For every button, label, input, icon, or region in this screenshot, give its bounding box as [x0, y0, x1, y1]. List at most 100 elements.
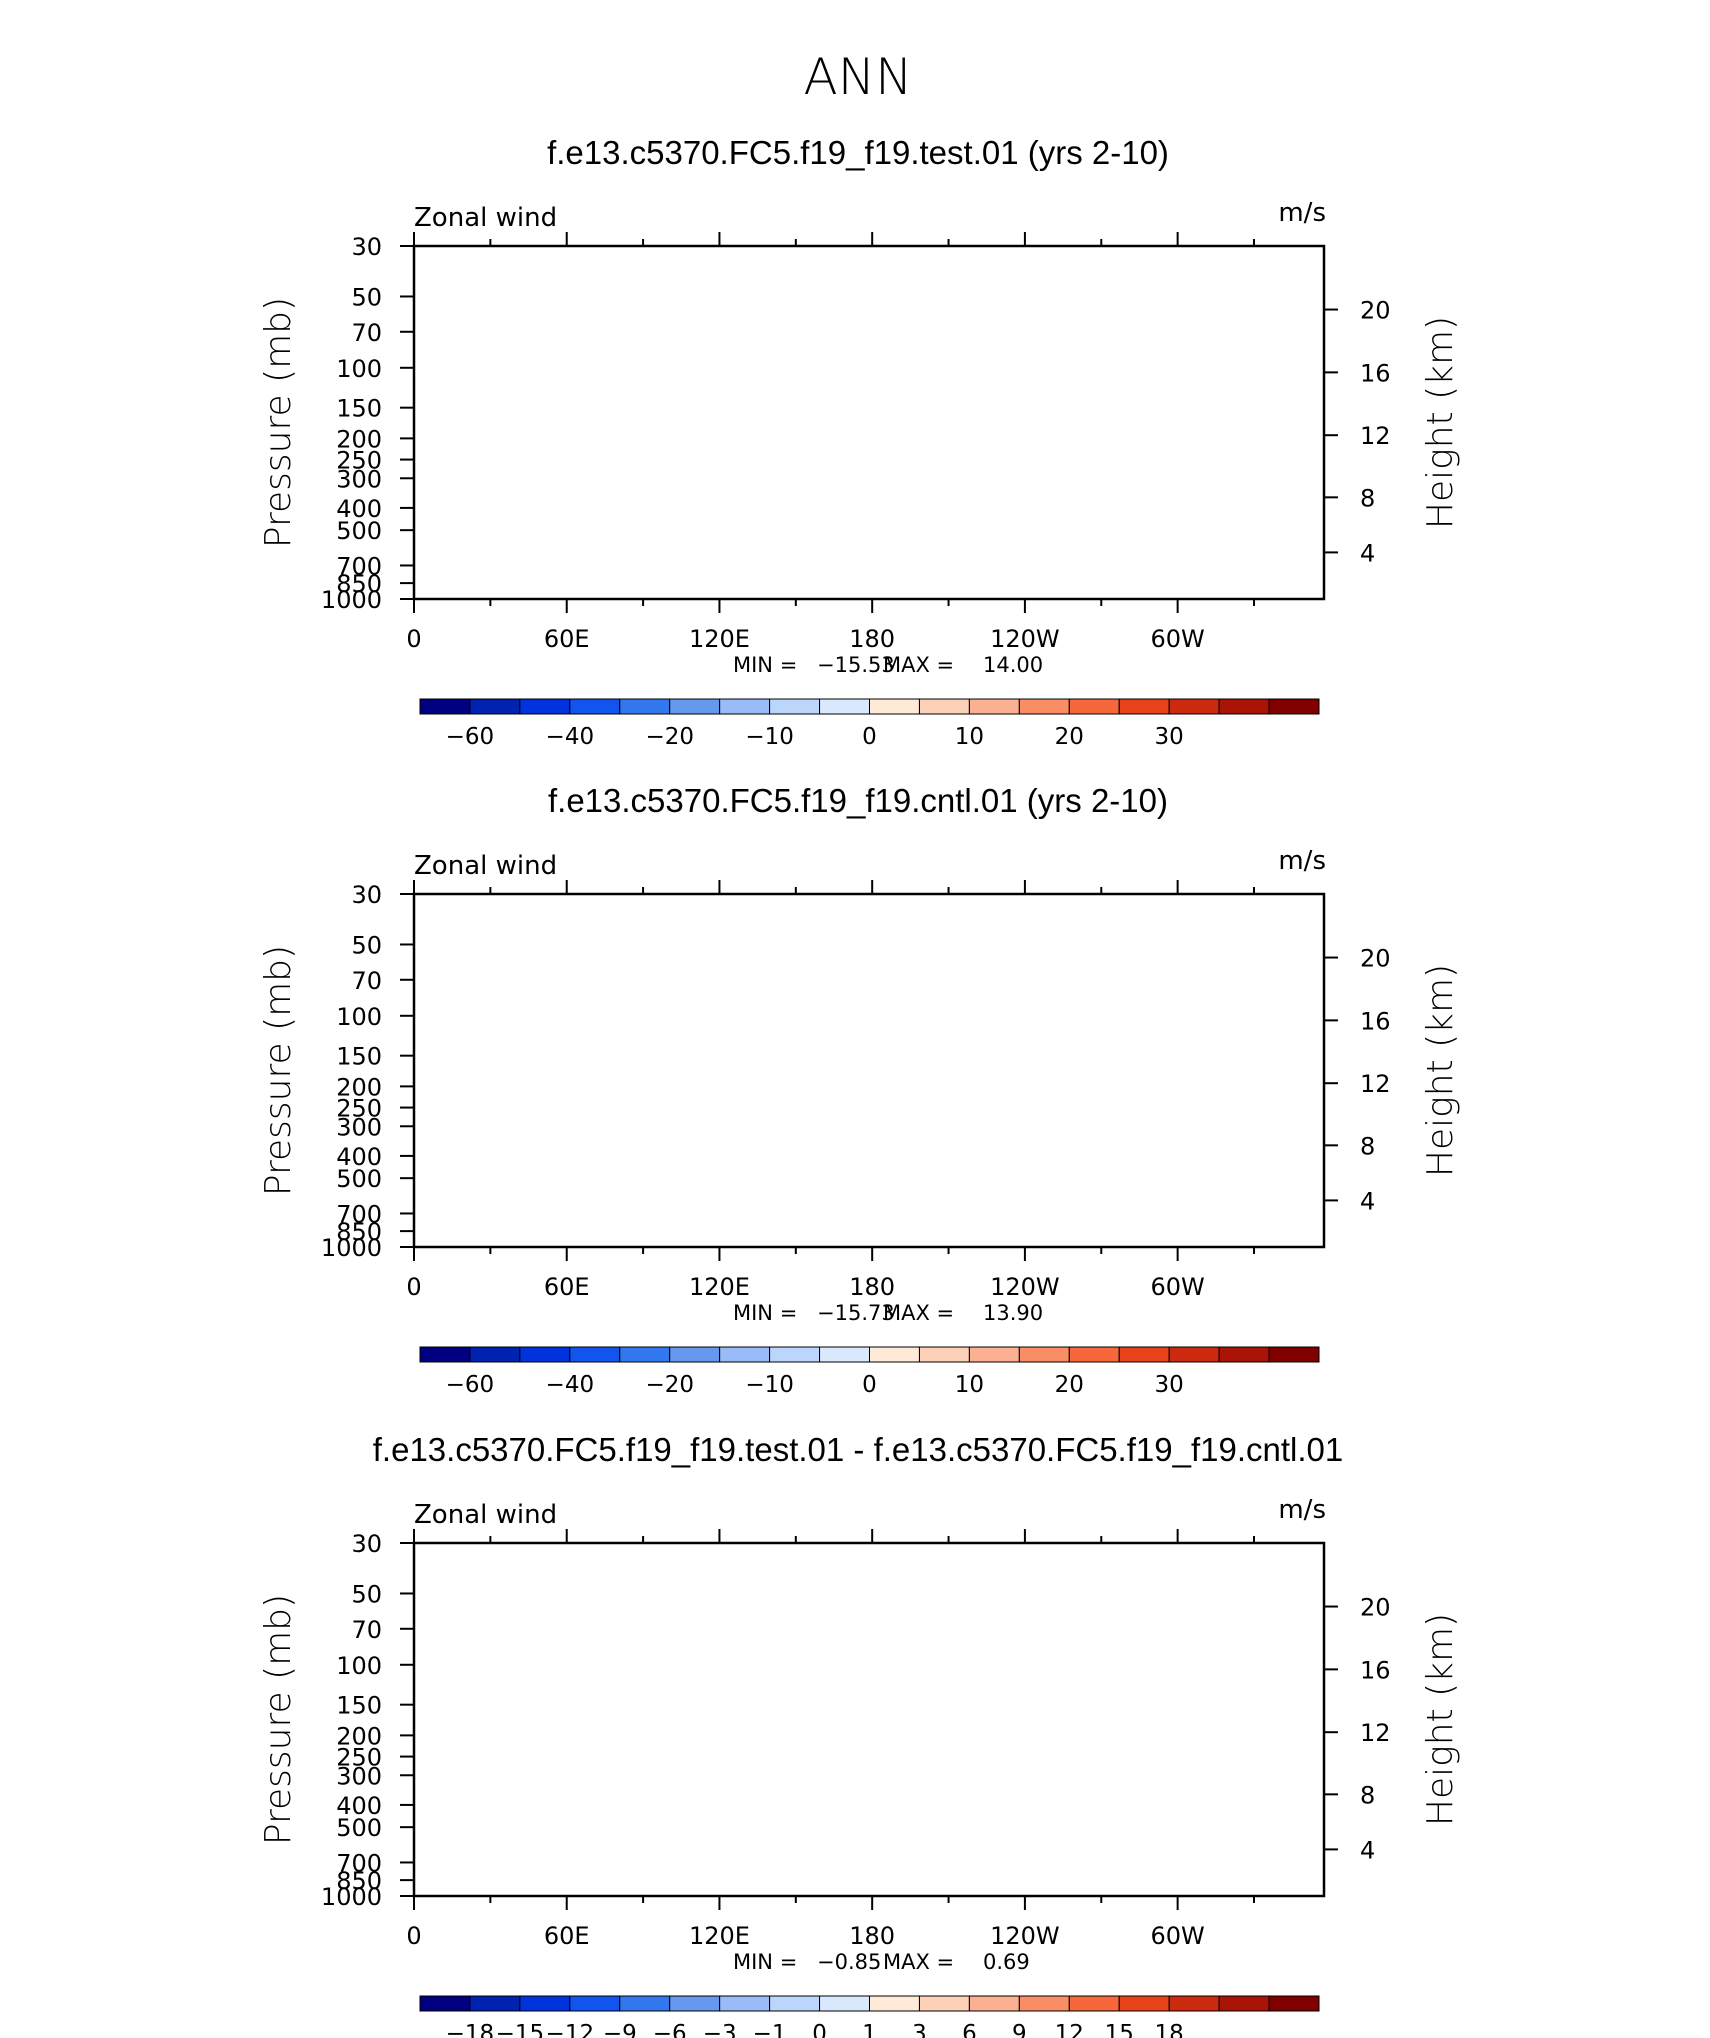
min-label: MIN =	[733, 1301, 797, 1325]
contour-region	[414, 995, 541, 1078]
y-tick-label: 700	[336, 1200, 382, 1228]
contour-region	[915, 573, 1024, 589]
y-tick-label: 1000	[321, 1883, 382, 1911]
contour-region	[878, 1612, 987, 1679]
colorbar-swatch	[1168, 1346, 1220, 1363]
y2-tick-label: 16	[1360, 1656, 1391, 1684]
contour-region	[523, 1164, 751, 1237]
contour-region	[1043, 1606, 1238, 1796]
colorbar-tick-label: 18	[1155, 2021, 1184, 2038]
x-tick-label: 180	[849, 1273, 895, 1301]
colorbar-tick-label: 30	[1155, 1372, 1184, 1398]
colorbar-swatch	[719, 1346, 771, 1363]
colorbar-swatch	[869, 1995, 920, 2012]
y-tick-label: 1000	[321, 586, 382, 614]
y-tick-label: 300	[336, 465, 382, 493]
max-label: MAX =	[883, 653, 954, 677]
x-tick-label: 120W	[990, 1922, 1060, 1950]
x-tick-label: 60E	[544, 1273, 590, 1301]
colorbar-swatch	[819, 1346, 870, 1363]
colorbar-swatch	[419, 698, 471, 715]
contour-region	[414, 894, 1324, 1247]
contour-region	[614, 566, 650, 577]
y-tick-label: 30	[351, 881, 382, 909]
y-tick-label: 200	[336, 1722, 382, 1750]
topography-mark	[496, 590, 523, 602]
x-tick-label: 0	[406, 1273, 421, 1301]
colorbar-tick-label: −10	[745, 1372, 794, 1398]
y-tick-label: 850	[336, 1867, 382, 1895]
colorbar-swatch	[569, 698, 621, 715]
units-label: m/s	[1278, 198, 1326, 228]
y-tick-label: 500	[336, 517, 382, 545]
max-label: MAX =	[883, 1950, 954, 1974]
topography-mark	[496, 1238, 523, 1250]
y-tick-label: 50	[351, 1580, 382, 1608]
x-tick-label: 120W	[990, 625, 1060, 653]
y-tick-label: 700	[336, 552, 382, 580]
colorbar-swatch	[968, 1346, 1020, 1363]
y2-tick-label: 12	[1360, 1070, 1391, 1098]
y-tick-label: 500	[336, 1814, 382, 1842]
colorbar-swatch	[1018, 1995, 1070, 2012]
contour-region	[551, 394, 678, 417]
colorbar-swatch	[869, 1346, 920, 1363]
colorbar-swatch	[1068, 1995, 1120, 2012]
x-tick-label: 180	[849, 1922, 895, 1950]
colorbar-tick-label: −40	[546, 724, 595, 750]
panel-title: f.e13.c5370.FC5.f19_f19.cntl.01 (yrs 2-1…	[548, 782, 1168, 819]
colorbar-tick-label: −12	[546, 2021, 595, 2038]
y2-tick-label: 4	[1360, 1836, 1375, 1864]
y-tick-label: 50	[351, 283, 382, 311]
y-tick-label: 300	[336, 1762, 382, 1790]
contour-region	[778, 1675, 1218, 1896]
y2-tick-label: 12	[1360, 422, 1391, 450]
y-tick-label: 100	[336, 1003, 382, 1031]
y2-tick-label: 16	[1360, 359, 1391, 387]
colorbar-tick-label: −10	[745, 724, 794, 750]
x-tick-label: 60W	[1150, 1273, 1204, 1301]
colorbar-swatch	[1068, 1346, 1120, 1363]
y-tick-label: 100	[336, 1652, 382, 1680]
y-tick-label: 1000	[321, 1234, 382, 1262]
y-tick-label: 400	[336, 1792, 382, 1820]
colorbar-swatch	[469, 1995, 521, 2012]
colorbar-swatch	[968, 1995, 1020, 2012]
y2-tick-label: 4	[1360, 1187, 1375, 1215]
colorbar-swatch	[918, 1995, 970, 2012]
colorbar-swatch	[918, 1346, 970, 1363]
colorbar-swatch	[1018, 1346, 1070, 1363]
colorbar-swatch	[469, 698, 521, 715]
colorbar-tick-label: −20	[645, 724, 694, 750]
panel-3: f.e13.c5370.FC5.f19_f19.test.01 - f.e13.…	[258, 1431, 1461, 2038]
colorbar-swatch	[1168, 1995, 1220, 2012]
y-tick-label: 700	[336, 1849, 382, 1877]
y-tick-label: 150	[336, 1043, 382, 1071]
colorbar-swatch	[1068, 698, 1120, 715]
panel-title: f.e13.c5370.FC5.f19_f19.test.01 - f.e13.…	[373, 1431, 1343, 1468]
field-label: Zonal wind	[414, 203, 557, 233]
field-label: Zonal wind	[414, 851, 557, 881]
contour-region	[414, 1543, 1324, 1896]
contour-region	[614, 1214, 650, 1225]
x-tick-label: 60E	[544, 1922, 590, 1950]
colorbar-swatch	[419, 1346, 471, 1363]
contour-field	[414, 246, 1324, 603]
y-tick-label: 300	[336, 1113, 382, 1141]
contour-region	[1188, 371, 1279, 420]
plot-frame	[412, 244, 1326, 601]
y2-axis-title: Height (km)	[1420, 964, 1461, 1177]
contour-region	[523, 1614, 632, 1626]
colorbar: −60 −40 −20 −10 0 10 20 30	[419, 1346, 1320, 1398]
contour-region	[851, 331, 1324, 510]
contour-region	[814, 958, 1324, 1222]
y-tick-label: 400	[336, 1143, 382, 1171]
colorbar-swatch	[769, 1346, 821, 1363]
topography-mark	[1124, 1885, 1142, 1899]
y-tick-label: 70	[351, 1616, 382, 1644]
y-tick-label: 850	[336, 1218, 382, 1246]
y-tick-label: 150	[336, 1692, 382, 1720]
x-tick-label: 120E	[689, 1922, 750, 1950]
colorbar-swatch	[918, 698, 970, 715]
contour-region	[414, 347, 541, 430]
